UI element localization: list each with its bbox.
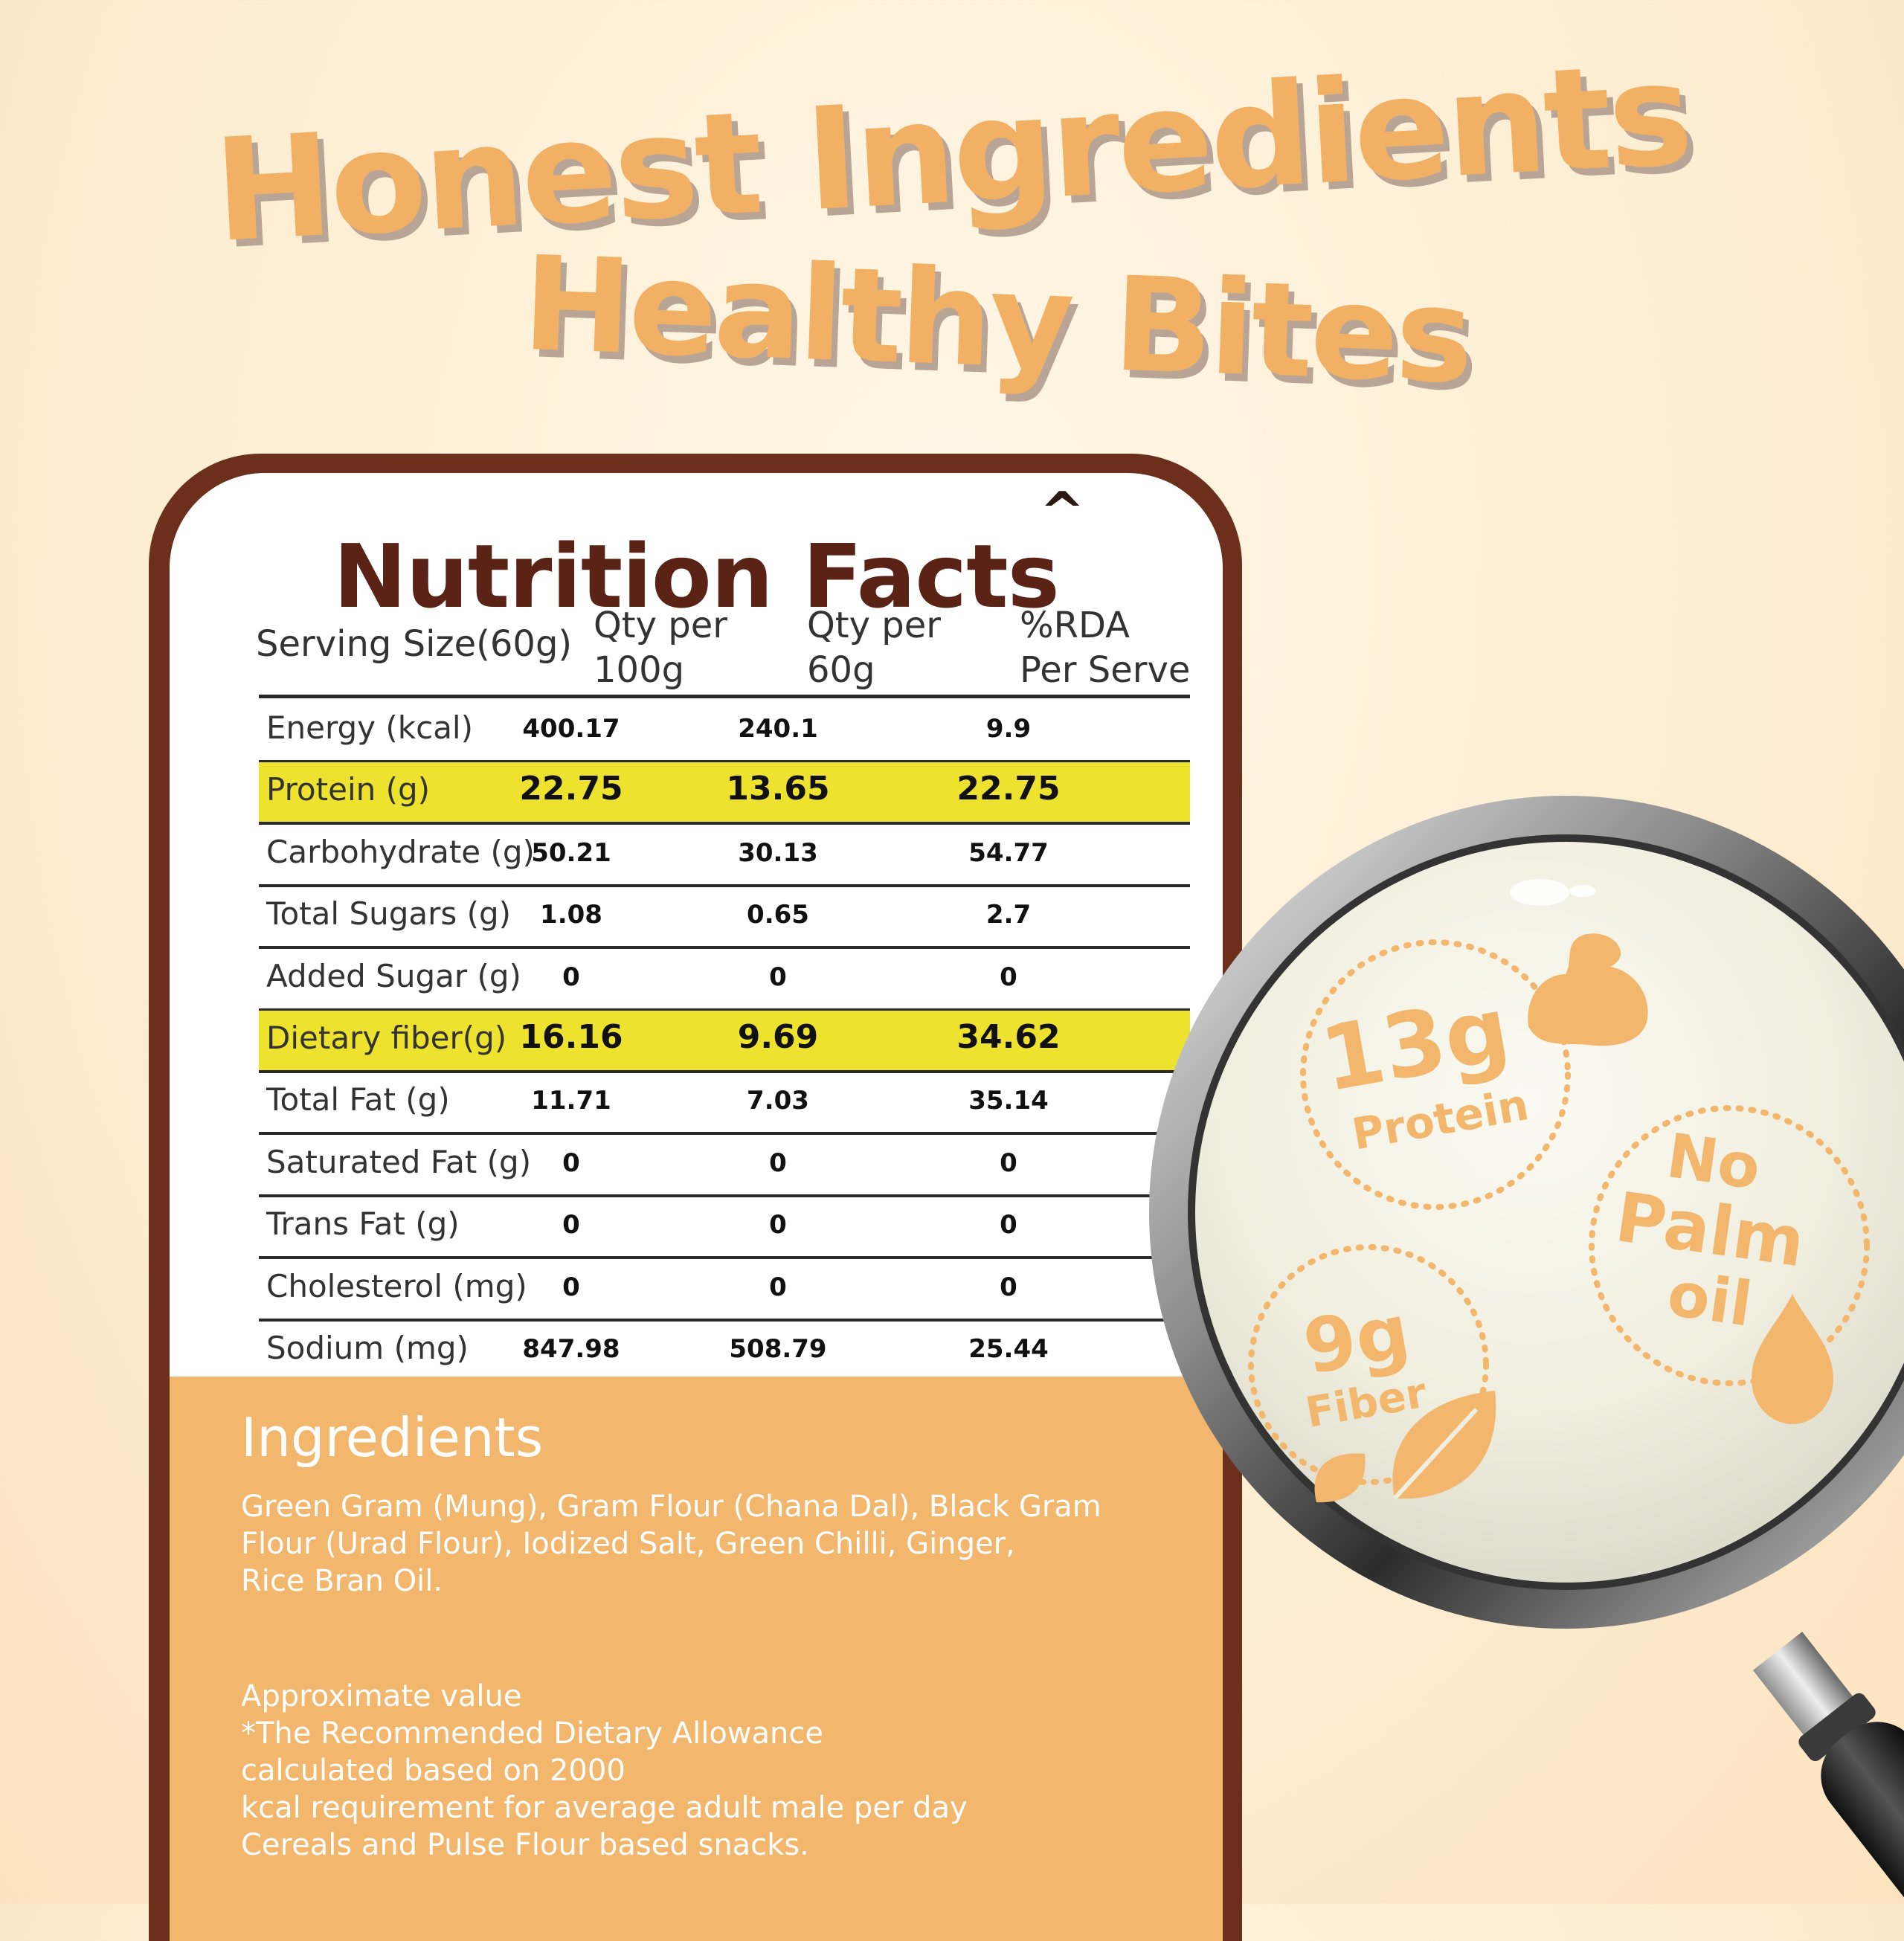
table-row: Sodium (mg) 847.98 508.79 25.44	[259, 1321, 1190, 1383]
nutrient-value-v3: 0	[1000, 1272, 1017, 1302]
table-row: Cholesterol (mg) 0 0 0	[259, 1259, 1190, 1322]
nutrient-value-v3: 35.14	[968, 1086, 1049, 1116]
nutrient-value-v2: 9.69	[737, 1018, 819, 1056]
nutrition-card: Nutrition Facts ^ Serving Size(60g) Qty …	[149, 454, 1242, 1941]
table-row: Dietary fiber(g) 16.16 9.69 34.62	[259, 1011, 1190, 1073]
magnifier-handle	[1752, 1632, 1904, 1904]
magnifying-glass-icon: 13g Protein No Palm oil 9g Fiber	[1149, 796, 1904, 1904]
nutrition-facts-title: Nutrition Facts	[333, 525, 1060, 628]
nutrient-label: Total Sugars (g)	[266, 895, 512, 933]
table-row: Trans Fat (g) 0 0 0	[259, 1197, 1190, 1260]
nutrient-value-v2: 0	[769, 1272, 787, 1302]
nutrient-value-v1: 22.75	[519, 770, 623, 808]
nutrition-card-inner: Nutrition Facts ^ Serving Size(60g) Qty …	[170, 473, 1223, 1941]
nutrient-value-v3: 0	[1000, 1210, 1017, 1240]
nutrient-value-v3: 0	[1000, 1147, 1017, 1178]
header-qty-100g: Qty per 100g	[594, 605, 727, 691]
nutrient-value-v1: 0	[562, 962, 580, 992]
nutrient-label: Sodium (mg)	[266, 1330, 469, 1366]
rda-note: Approximate value *The Recommended Dieta…	[241, 1679, 968, 1862]
nutrient-value-v1: 0	[562, 1272, 580, 1302]
oil-drop-icon	[1752, 1294, 1833, 1424]
nutrient-value-v1: 16.16	[519, 1018, 623, 1056]
header-rda: %RDA Per Serve	[1020, 605, 1191, 691]
nutrient-value-v2: 13.65	[726, 770, 830, 808]
nutrient-label: Added Sugar (g)	[266, 957, 521, 994]
nutrient-value-v3: 34.62	[956, 1018, 1061, 1056]
leaf-icon	[1314, 1391, 1496, 1503]
fiber-value: 9g	[1297, 1287, 1415, 1391]
bicep-icon	[1528, 933, 1648, 1046]
magnifier-lens	[1195, 842, 1904, 1583]
nutrient-value-v2: 240.1	[738, 714, 818, 744]
nutrient-value-v2: 0.65	[747, 900, 809, 930]
nutrient-value-v1: 11.71	[531, 1086, 611, 1116]
nutrient-value-v3: 54.77	[968, 837, 1049, 868]
nutrient-label: Cholesterol (mg)	[266, 1267, 527, 1304]
nutrient-label: Total Fat (g)	[266, 1081, 450, 1118]
nutrient-label: Protein (g)	[266, 771, 431, 808]
table-row: Energy (kcal) 400.17 240.1 9.9	[259, 701, 1190, 763]
table-row: Saturated Fat (g) 0 0 0	[259, 1135, 1190, 1197]
ingredients-title: Ingredients	[241, 1406, 544, 1469]
nutrient-value-v3: 2.7	[985, 900, 1032, 930]
nutrient-value-v1: 0	[562, 1147, 580, 1178]
nutrient-value-v2: 0	[769, 1147, 787, 1178]
nutrient-label: Dietary fiber(g)	[266, 1020, 507, 1056]
header-serving-size: Serving Size(60g)	[256, 623, 573, 665]
nutrient-label: Saturated Fat (g)	[266, 1143, 532, 1180]
nutrient-value-v1: 847.98	[522, 1334, 620, 1364]
nutrient-value-v1: 50.21	[531, 837, 611, 868]
nutrient-label: Trans Fat (g)	[266, 1206, 460, 1243]
headline-line-2: Healthy Bites	[520, 228, 1473, 413]
ingredients-list: Green Gram (Mung), Gram Flour (Chana Dal…	[241, 1490, 1101, 1598]
nutrient-value-v2: 508.79	[729, 1334, 827, 1364]
ingredients-panel: Ingredients Green Gram (Mung), Gram Flou…	[170, 1377, 1223, 1941]
nutrient-value-v3: 22.75	[956, 770, 1061, 808]
nutrient-value-v3: 9.9	[985, 714, 1032, 744]
header-divider	[259, 695, 1190, 698]
nutrient-label: Energy (kcal)	[266, 709, 473, 746]
nutrient-value-v3: 0	[1000, 962, 1017, 992]
nutrient-value-v1: 400.17	[522, 714, 620, 744]
header-qty-60g: Qty per 60g	[807, 605, 941, 691]
nutrient-value-v2: 0	[769, 1210, 787, 1240]
palm-line-1: No	[1662, 1121, 1764, 1203]
caret-mark: ^	[1040, 480, 1085, 543]
nutrient-value-v3: 25.44	[968, 1334, 1049, 1364]
table-row: Added Sugar (g) 0 0 0	[259, 949, 1190, 1011]
nutrient-value-v1: 1.08	[540, 900, 602, 930]
table-row: Total Fat (g) 11.71 7.03 35.14	[259, 1072, 1190, 1136]
nutrient-value-v2: 0	[769, 962, 787, 992]
palm-line-3: oil	[1663, 1259, 1756, 1341]
table-row: Carbohydrate (g) 50.21 30.13 54.77	[259, 825, 1190, 887]
nutrient-value-v2: 7.03	[747, 1086, 809, 1116]
nutrient-value-v1: 0	[562, 1210, 580, 1240]
nutrient-value-v2: 30.13	[738, 837, 818, 868]
table-row: Protein (g) 22.75 13.65 22.75	[259, 762, 1190, 825]
table-row: Total Sugars (g) 1.08 0.65 2.7	[259, 886, 1190, 950]
nutrient-label: Carbohydrate (g)	[266, 833, 535, 870]
